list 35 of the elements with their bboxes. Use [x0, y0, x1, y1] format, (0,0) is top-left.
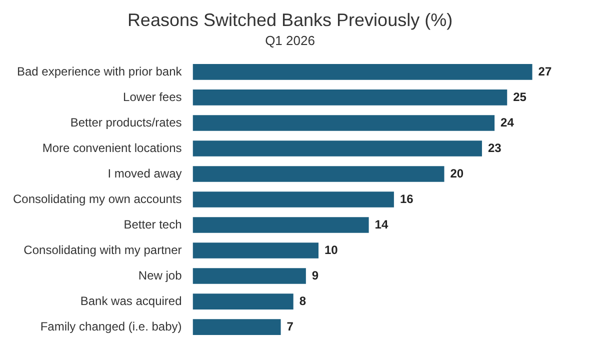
data-label: 27: [538, 64, 552, 78]
bar: [192, 268, 306, 284]
y-tick-label: I moved away: [108, 166, 182, 180]
y-tick-label: Family changed (i.e. baby): [40, 319, 182, 334]
bar: [192, 242, 319, 258]
bar: [192, 115, 495, 131]
bar: [192, 90, 508, 106]
data-label: 25: [513, 90, 527, 104]
bar: [192, 140, 482, 156]
chart-title: Reasons Switched Banks Previously (%): [127, 10, 453, 30]
bar: [192, 217, 369, 233]
y-tick-label: Bad experience with prior bank: [16, 64, 183, 78]
bar: [192, 294, 294, 310]
data-label: 10: [324, 242, 338, 257]
bar: [192, 192, 394, 208]
data-label: 8: [299, 294, 306, 308]
bar: [192, 166, 444, 182]
y-tick-label: More convenient locations: [42, 140, 182, 155]
y-tick-label: Lower fees: [123, 90, 182, 104]
data-label: 7: [286, 319, 294, 334]
data-label: 20: [450, 166, 464, 180]
data-label: 14: [374, 217, 388, 232]
chart-subtitle: Q1 2026: [265, 32, 315, 48]
data-label: 24: [500, 115, 514, 130]
y-tick-label: Better tech: [124, 217, 182, 232]
y-tick-label: Consolidating my own accounts: [12, 192, 182, 206]
y-tick-label: New job: [138, 268, 182, 282]
data-label: 9: [312, 268, 319, 282]
y-tick-label: Consolidating with my partner: [24, 242, 182, 257]
bar: [192, 319, 281, 335]
y-tick-label: Bank was acquired: [80, 294, 182, 308]
y-tick-label: Better products/rates: [70, 115, 182, 130]
data-label: 16: [400, 192, 414, 206]
data-label: 23: [488, 140, 502, 155]
bar: [192, 64, 532, 80]
